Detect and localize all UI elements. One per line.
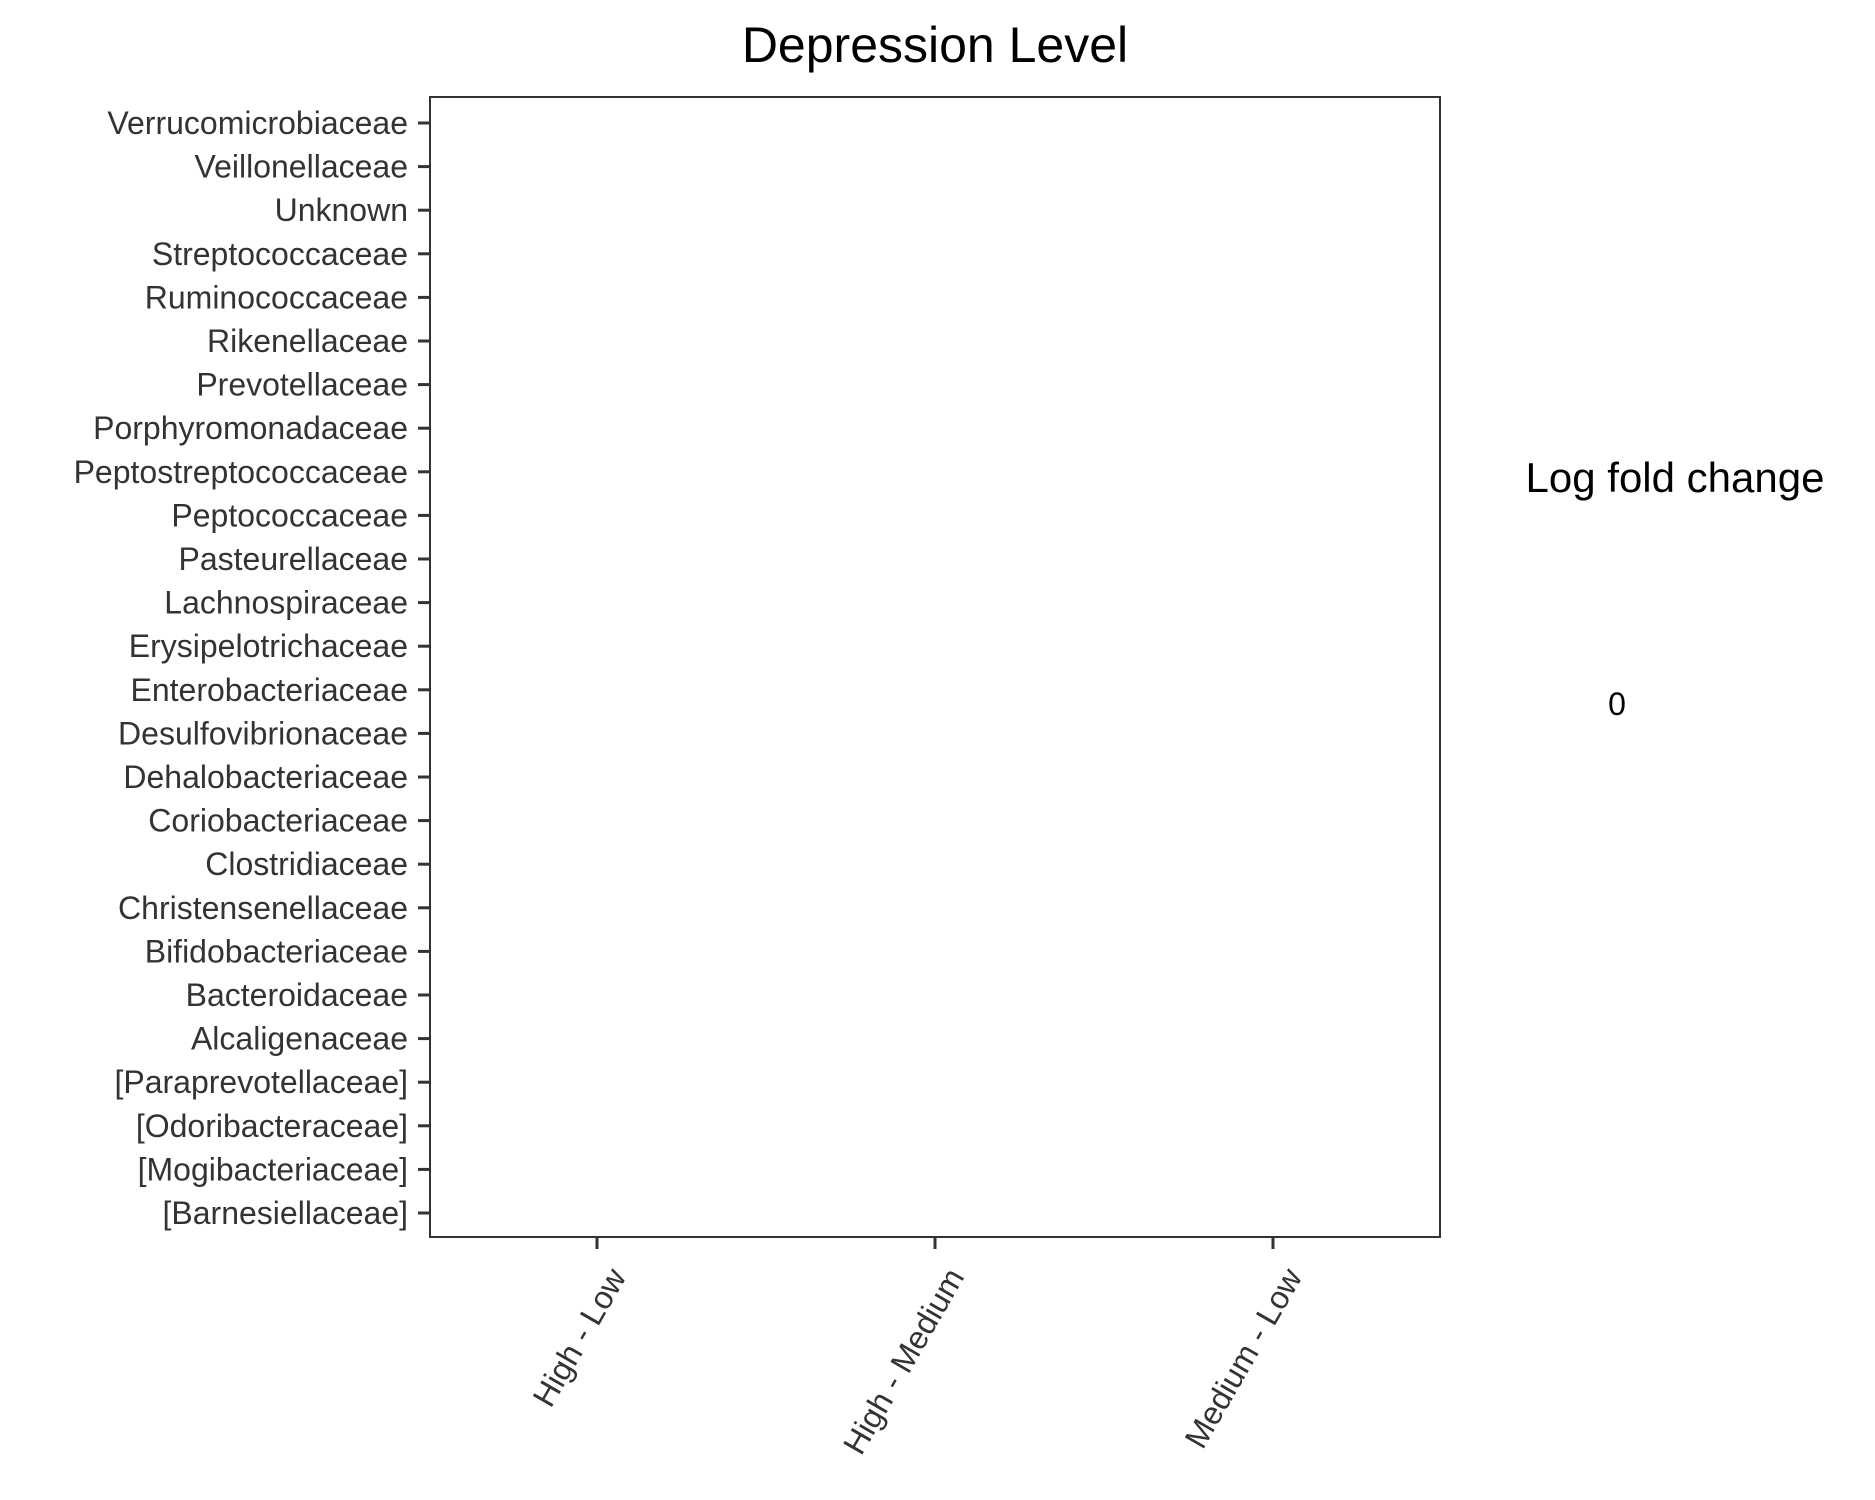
y-tick-label: Bifidobacteriaceae [145, 933, 408, 969]
x-tick-label: High - Medium [836, 1262, 971, 1460]
y-tick-label: Porphyromonadaceae [93, 410, 408, 446]
legend: Log fold change 0 [1526, 454, 1825, 722]
y-tick-label: [Mogibacteriaceae] [138, 1151, 408, 1187]
x-axis: High - Low High - Medium Medium - Low [526, 1237, 1310, 1460]
x-tick-label: Medium - Low [1178, 1261, 1310, 1454]
legend-labels: 0 [1608, 686, 1626, 722]
chart-title: Depression Level [742, 17, 1128, 73]
y-tick-label: Veillonellaceae [195, 149, 409, 185]
y-tick-label: Pasteurellaceae [179, 541, 408, 577]
y-tick-label: [Paraprevotellaceae] [114, 1064, 408, 1100]
y-tick-label: Ruminococcaceae [145, 279, 408, 315]
y-tick-label: [Barnesiellaceae] [163, 1195, 408, 1231]
y-tick-label: Streptococcaceae [152, 236, 408, 272]
y-tick-label: Dehalobacteriaceae [123, 759, 408, 795]
y-tick-label: Unknown [275, 192, 408, 228]
y-tick-label: Rikenellaceae [207, 323, 408, 359]
y-tick-label: [Odoribacteraceae] [136, 1108, 408, 1144]
y-tick-label: Peptostreptococcaceae [74, 454, 408, 490]
y-tick-label: Enterobacteriaceae [130, 672, 408, 708]
y-tick-label: Prevotellaceae [196, 367, 408, 403]
y-tick-label: Verrucomicrobiaceae [107, 105, 408, 141]
y-tick-label: Desulfovibrionaceae [118, 715, 408, 751]
y-tick-label: Coriobacteriaceae [148, 803, 408, 839]
y-tick-label: Peptococcaceae [171, 497, 408, 533]
y-tick-label: Alcaligenaceae [191, 1021, 408, 1057]
plot-panel [429, 96, 1441, 1238]
legend-title: Log fold change [1526, 454, 1825, 501]
y-tick-label: Clostridiaceae [205, 846, 408, 882]
y-tick-label: Lachnospiraceae [164, 585, 408, 621]
y-tick-label: Erysipelotrichaceae [129, 628, 408, 664]
y-axis: Verrucomicrobiaceae Veillonellaceae Unknow… [74, 105, 430, 1231]
y-tick-label: Christensenellaceae [118, 890, 408, 926]
y-tick-label: Bacteroidaceae [186, 977, 408, 1013]
legend-label: 0 [1608, 686, 1626, 722]
x-tick-label: High - Low [526, 1261, 634, 1412]
